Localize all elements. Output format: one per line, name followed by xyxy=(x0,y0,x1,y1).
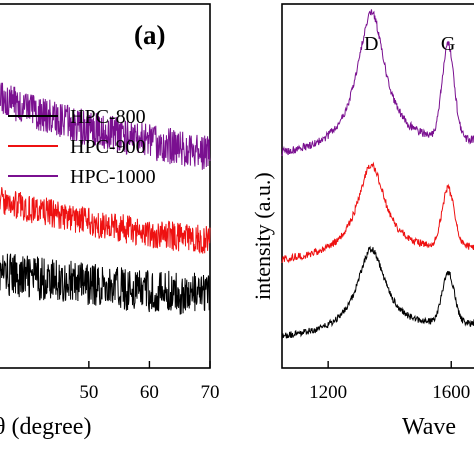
x-ticks-right: 1200 1600 xyxy=(309,361,470,403)
x-tick-label: 1600 xyxy=(432,382,470,403)
plot-frame-left xyxy=(0,3,211,369)
panel-label: (a) xyxy=(134,20,165,50)
x-axis-label-left: 2θ (degree) xyxy=(0,414,91,440)
legend-label: HPC-800 xyxy=(70,106,146,128)
y-axis-label-right: intensity (a.u.) xyxy=(250,172,275,300)
series-group-right xyxy=(281,9,474,340)
series-line-hpc-900 xyxy=(0,187,211,254)
x-tick-label: 1200 xyxy=(309,382,347,403)
x-tick-label: 50 xyxy=(79,382,98,403)
series-group-left xyxy=(0,82,211,315)
series-line-hpc-800 xyxy=(0,253,211,315)
peak-label-g: G xyxy=(441,33,455,55)
plot-frame-right xyxy=(281,3,474,369)
x-tick-label: 70 xyxy=(201,382,220,403)
raman-series-line xyxy=(281,9,474,157)
peak-label-d: D xyxy=(364,33,378,55)
raman-series-line xyxy=(281,161,474,264)
raman-series-line xyxy=(281,245,474,340)
legend-label: HPC-900 xyxy=(70,136,146,158)
x-tick-label: 60 xyxy=(140,382,159,403)
x-axis-label-right: Wave xyxy=(402,414,456,440)
x-ticks-left: 50 60 70 xyxy=(79,361,220,403)
legend-label: HPC-1000 xyxy=(70,166,156,188)
legend: HPC-800 HPC-900 HPC-1000 xyxy=(8,106,156,188)
series-line-hpc-1000 xyxy=(0,82,211,170)
